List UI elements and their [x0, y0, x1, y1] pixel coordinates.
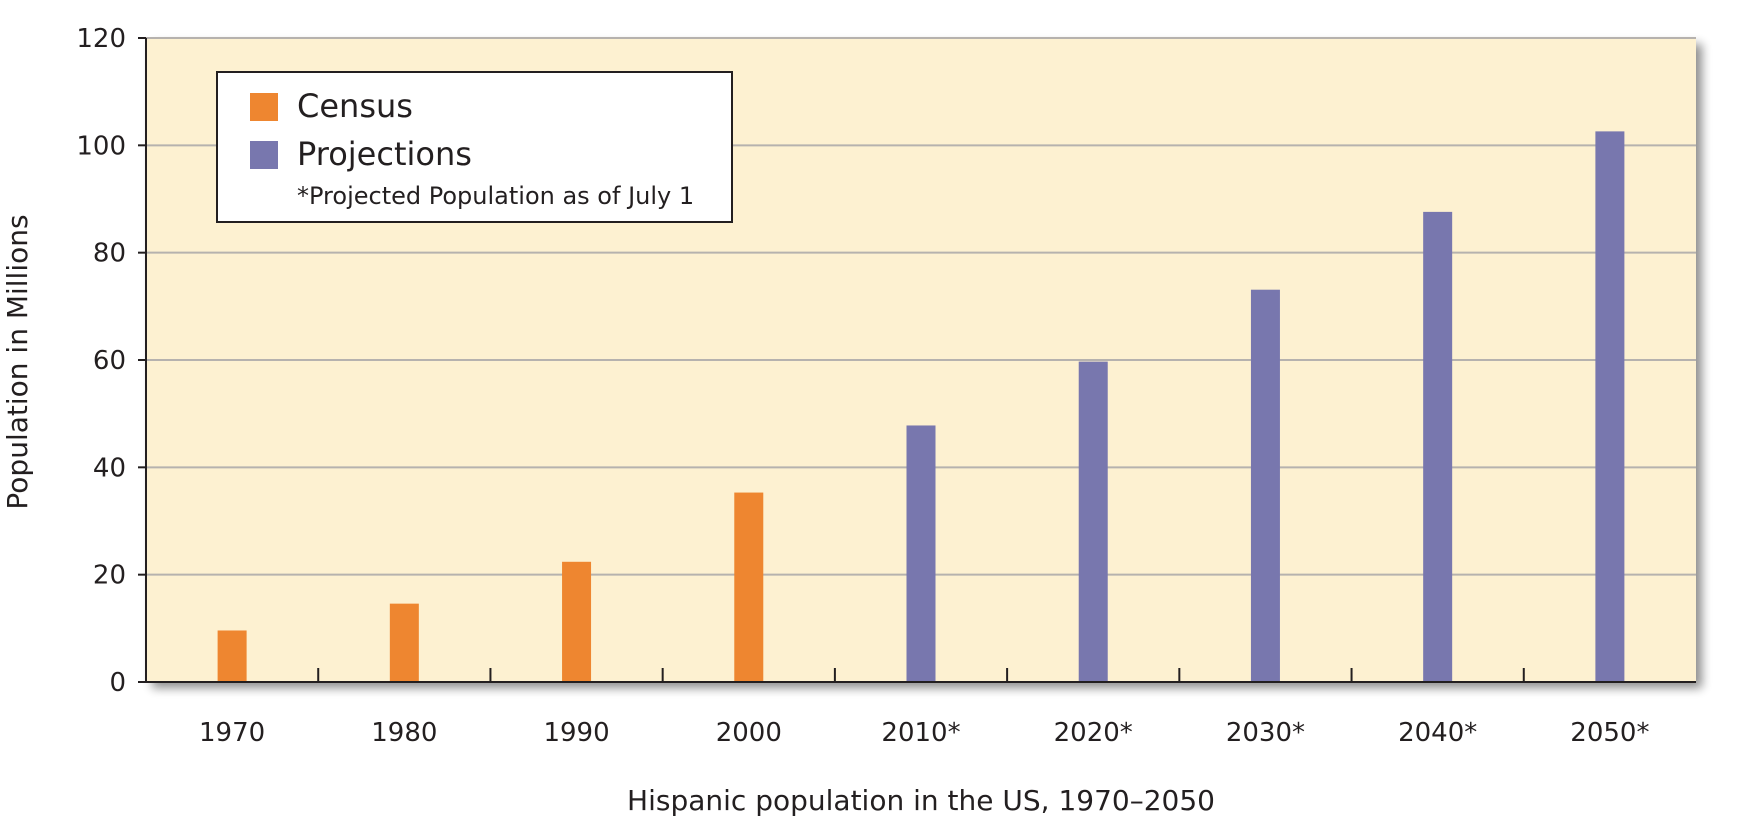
bar-census: [562, 561, 592, 682]
bar-projections: [1423, 211, 1453, 682]
x-tick-label: 2030*: [1226, 718, 1305, 748]
x-tick-label: 2040*: [1398, 718, 1477, 748]
y-axis-title: Population in Millions: [1, 214, 34, 509]
x-tick-label: 2000: [716, 718, 782, 748]
legend-label-census: Census: [297, 87, 413, 125]
legend-swatch-projections: [250, 141, 278, 169]
legend-note: *Projected Population as of July 1: [297, 182, 694, 210]
legend-box: [216, 71, 733, 223]
bar-projections: [1250, 289, 1280, 682]
x-axis-title: Hispanic population in the US, 1970–2050: [627, 784, 1215, 817]
bars: [217, 131, 1625, 682]
x-tick-label: 1990: [543, 718, 609, 748]
x-tick-label: 2050*: [1570, 718, 1649, 748]
legend: Census Projections *Projected Population…: [216, 71, 733, 223]
bar-projections: [1078, 361, 1108, 682]
bar-projections: [906, 425, 936, 682]
bar-projections: [1595, 131, 1625, 682]
y-tick-label: 60: [93, 346, 126, 376]
y-axis-ticks: 0 20 40 60 80 100 120: [76, 24, 146, 698]
x-tick-label: 2020*: [1054, 718, 1133, 748]
y-tick-label: 0: [109, 668, 126, 698]
x-tick-label: 2010*: [881, 718, 960, 748]
y-tick-label: 40: [93, 453, 126, 483]
y-tick-label: 120: [76, 24, 126, 54]
bar-census: [217, 630, 247, 682]
x-axis-ticks: 1970 1980 1990 2000 2010* 2020* 2030* 2040* 2050…: [199, 668, 1649, 748]
legend-label-projections: Projections: [297, 135, 472, 173]
legend-swatch-census: [250, 93, 278, 121]
y-tick-label: 80: [93, 239, 126, 269]
x-tick-label: 1980: [371, 718, 437, 748]
y-tick-label: 100: [76, 131, 126, 161]
bar-census: [389, 603, 419, 682]
x-tick-label: 1970: [199, 718, 265, 748]
y-tick-label: 20: [93, 561, 126, 591]
bar-census: [734, 492, 764, 682]
